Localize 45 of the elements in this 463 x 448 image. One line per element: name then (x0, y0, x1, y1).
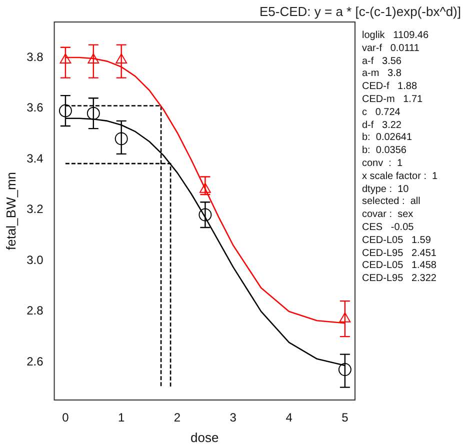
text: CED-L05 1.59 (362, 234, 431, 246)
text: CED-m 1.71 (362, 94, 423, 105)
y-tick-label: 3.8 (26, 50, 44, 64)
y-tick-label: 3.4 (26, 151, 44, 166)
text: b: 0.02641 (362, 132, 412, 144)
text: var-f 0.0111 (362, 42, 420, 54)
text: loglik 1109.46 (362, 30, 429, 41)
y-tick-label: 2.8 (26, 304, 44, 318)
y-tick-label: 3.6 (26, 100, 44, 115)
point (200, 182, 211, 193)
x-tick-label: 5 (342, 410, 349, 425)
text: covar : sex (362, 209, 414, 220)
y-tick-label: 2.6 (26, 354, 44, 368)
point (114, 132, 128, 146)
x-tick-label: 1 (118, 410, 126, 425)
text: CED-L95 2.322 (362, 273, 436, 284)
text: a-m 3.8 (362, 68, 402, 80)
x-tick-label: 2 (174, 410, 181, 425)
text: d-f 3.22 (362, 120, 402, 131)
x-tick-label: 4 (286, 410, 293, 425)
point (58, 104, 72, 118)
y-tick-label: 3.2 (26, 202, 44, 216)
x-tick-label: 0 (62, 410, 70, 425)
point (86, 106, 100, 120)
x-axis-title: dose (190, 430, 219, 445)
text: CED-L95 2.451 (362, 248, 436, 259)
text: dtype : 10 (362, 184, 409, 195)
y-tick-label: 3.0 (26, 252, 44, 267)
point (338, 363, 352, 376)
text: a-f 3.56 (362, 56, 402, 67)
text: selected : all (362, 196, 420, 208)
x-tick-label: 3 (230, 410, 237, 425)
text: b: 0.0356 (362, 145, 406, 156)
text: CED-L05 1.458 (362, 260, 436, 272)
point (60, 54, 72, 64)
point (116, 54, 128, 64)
point (198, 208, 212, 222)
text: CES -0.05 (362, 222, 414, 233)
text: CED-f 1.88 (362, 81, 418, 92)
point (88, 54, 100, 64)
y-axis-title: fetal_BW_mn (3, 172, 18, 250)
text: c 0.724 (362, 106, 400, 118)
chart-title: E5-CED: y = a * [c-(c-1)exp(-bx^d)] (259, 4, 461, 19)
text: x scale factor : 1 (362, 170, 438, 182)
text: conv : 1 (362, 158, 403, 169)
